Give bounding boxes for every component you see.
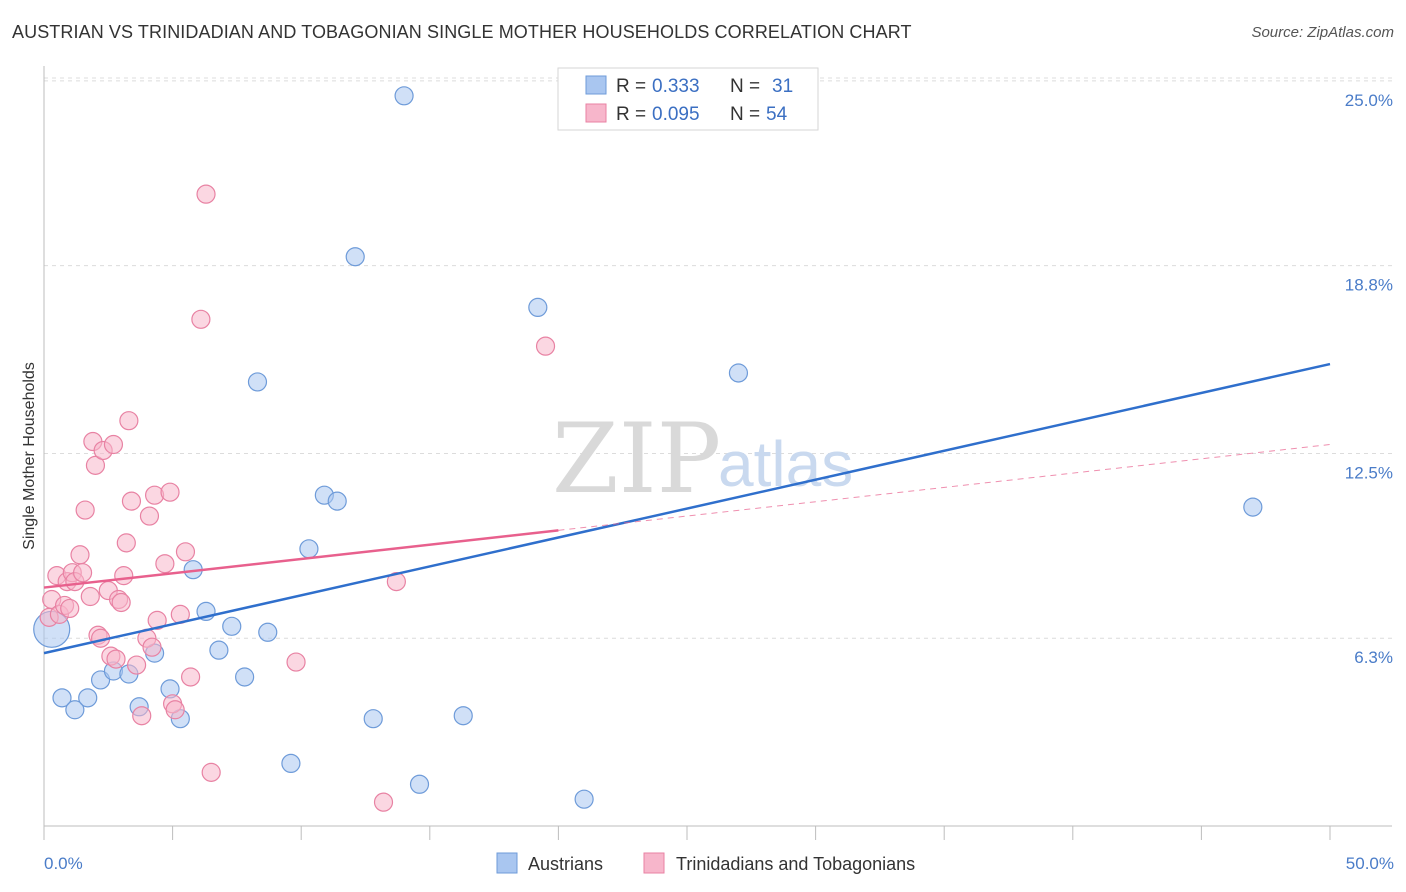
point-trinidadians-12	[80, 586, 100, 607]
point-austrians-1	[52, 688, 72, 708]
legend-r-label-1: R =	[616, 104, 646, 125]
y-tick-labels: 6.3% 12.5% 18.8% 25.0%	[1345, 91, 1393, 667]
point-trinidadians-25	[116, 533, 136, 553]
chart-title: AUSTRIAN VS TRINIDADIAN AND TOBAGONIAN S…	[12, 22, 912, 42]
watermark-atlas: atlas	[718, 428, 853, 500]
point-austrians-18	[281, 753, 301, 774]
point-austrians-26	[453, 706, 473, 726]
point-trinidadians-46	[373, 792, 394, 812]
point-trinidadians-45	[286, 652, 306, 672]
point-trinidadians-42	[191, 309, 211, 329]
point-trinidadians-32	[142, 637, 162, 657]
point-austrians-16	[247, 372, 268, 392]
point-austrians-13	[209, 640, 229, 660]
trend-layer	[43, 362, 1331, 655]
bottom-legend-label-austrians: Austrians	[528, 854, 603, 874]
point-austrians-22	[345, 247, 365, 267]
point-trinidadians-14	[85, 455, 106, 475]
axes-layer	[43, 66, 1392, 840]
point-trinidadians-41	[181, 667, 201, 687]
legend-r-label-0: R =	[616, 76, 646, 97]
legend-n-label-0: N =	[730, 76, 760, 97]
point-austrians-23	[363, 709, 383, 729]
point-trinidadians-6	[60, 598, 80, 619]
x-tick-label-0: 0.0%	[44, 854, 83, 873]
point-trinidadians-26	[119, 411, 139, 431]
y-tick-label-0: 6.3%	[1354, 648, 1393, 667]
y-tick-label-3: 25.0%	[1345, 91, 1393, 110]
point-trinidadians-10	[72, 563, 93, 583]
point-austrians-29	[728, 363, 749, 383]
point-austrians-2	[65, 700, 85, 720]
point-austrians-19	[299, 539, 319, 559]
point-trinidadians-34	[147, 610, 167, 630]
watermark-zip: ZIP	[552, 403, 721, 515]
legend-r-value-0: 0.333	[652, 76, 700, 97]
watermark: ZIP atlas	[552, 403, 853, 515]
point-trinidadians-33	[144, 485, 165, 505]
y-tick-label-1: 12.5%	[1345, 463, 1393, 482]
point-trinidadians-28	[126, 655, 147, 675]
x-tick-labels: 0.0% 50.0%	[44, 854, 1394, 873]
point-trinidadians-20	[103, 434, 124, 455]
legend-swatch-trinidadians	[585, 103, 607, 123]
point-trinidadians-21	[106, 649, 126, 669]
point-trinidadians-43	[196, 184, 216, 204]
point-trinidadians-11	[75, 500, 95, 520]
point-trinidadians-29	[132, 706, 152, 726]
point-austrians-25	[409, 774, 430, 794]
point-austrians-30	[1243, 497, 1263, 517]
point-trinidadians-27	[121, 491, 142, 511]
trendline-austrians	[43, 362, 1331, 655]
point-austrians-24	[394, 86, 414, 106]
point-trinidadians-48	[535, 336, 556, 356]
point-trinidadians-38	[165, 700, 185, 720]
point-austrians-15	[235, 667, 255, 687]
point-austrians-27	[528, 297, 548, 318]
point-austrians-21	[327, 491, 347, 511]
legend-r-value-1: 0.095	[652, 104, 700, 125]
trendline-trinidadians	[43, 529, 559, 589]
bottom-legend: Austrians Trinidadians and Tobagonians	[496, 852, 915, 874]
x-tick-label-1: 50.0%	[1346, 854, 1394, 873]
point-austrians-3	[78, 688, 98, 708]
grid-layer	[44, 77, 1392, 639]
point-trinidadians-23	[111, 592, 131, 613]
point-trinidadians-40	[175, 542, 196, 562]
legend-n-label-1: N =	[730, 104, 760, 125]
point-trinidadians-24	[114, 566, 134, 586]
point-trinidadians-47	[386, 572, 406, 592]
y-axis-title: Single Mother Households	[21, 362, 38, 550]
legend-n-value-1: 54	[766, 104, 788, 125]
y-tick-label-2: 18.8%	[1345, 276, 1393, 295]
bottom-legend-swatch-austrians	[496, 852, 518, 874]
legend-n-value-0: 31	[772, 76, 793, 97]
point-austrians-14	[222, 616, 242, 636]
trendline-trinidadians-extension	[558, 444, 1331, 531]
point-trinidadians-36	[160, 482, 180, 502]
point-trinidadians-31	[139, 506, 160, 526]
chart-source: Source: ZipAtlas.com	[1251, 24, 1394, 41]
point-austrians-17	[258, 622, 278, 642]
bottom-legend-swatch-trinidadians	[643, 852, 665, 874]
points-layer	[33, 86, 1263, 812]
point-austrians-28	[574, 789, 594, 809]
top-legend: R = 0.333 N = 31 R = 0.095 N = 54	[557, 67, 819, 131]
point-trinidadians-44	[201, 762, 221, 782]
legend-swatch-austrians	[585, 75, 607, 95]
bottom-legend-label-trinidadians: Trinidadians and Tobagonians	[676, 854, 915, 874]
point-trinidadians-9	[70, 545, 90, 565]
point-trinidadians-35	[155, 554, 175, 574]
